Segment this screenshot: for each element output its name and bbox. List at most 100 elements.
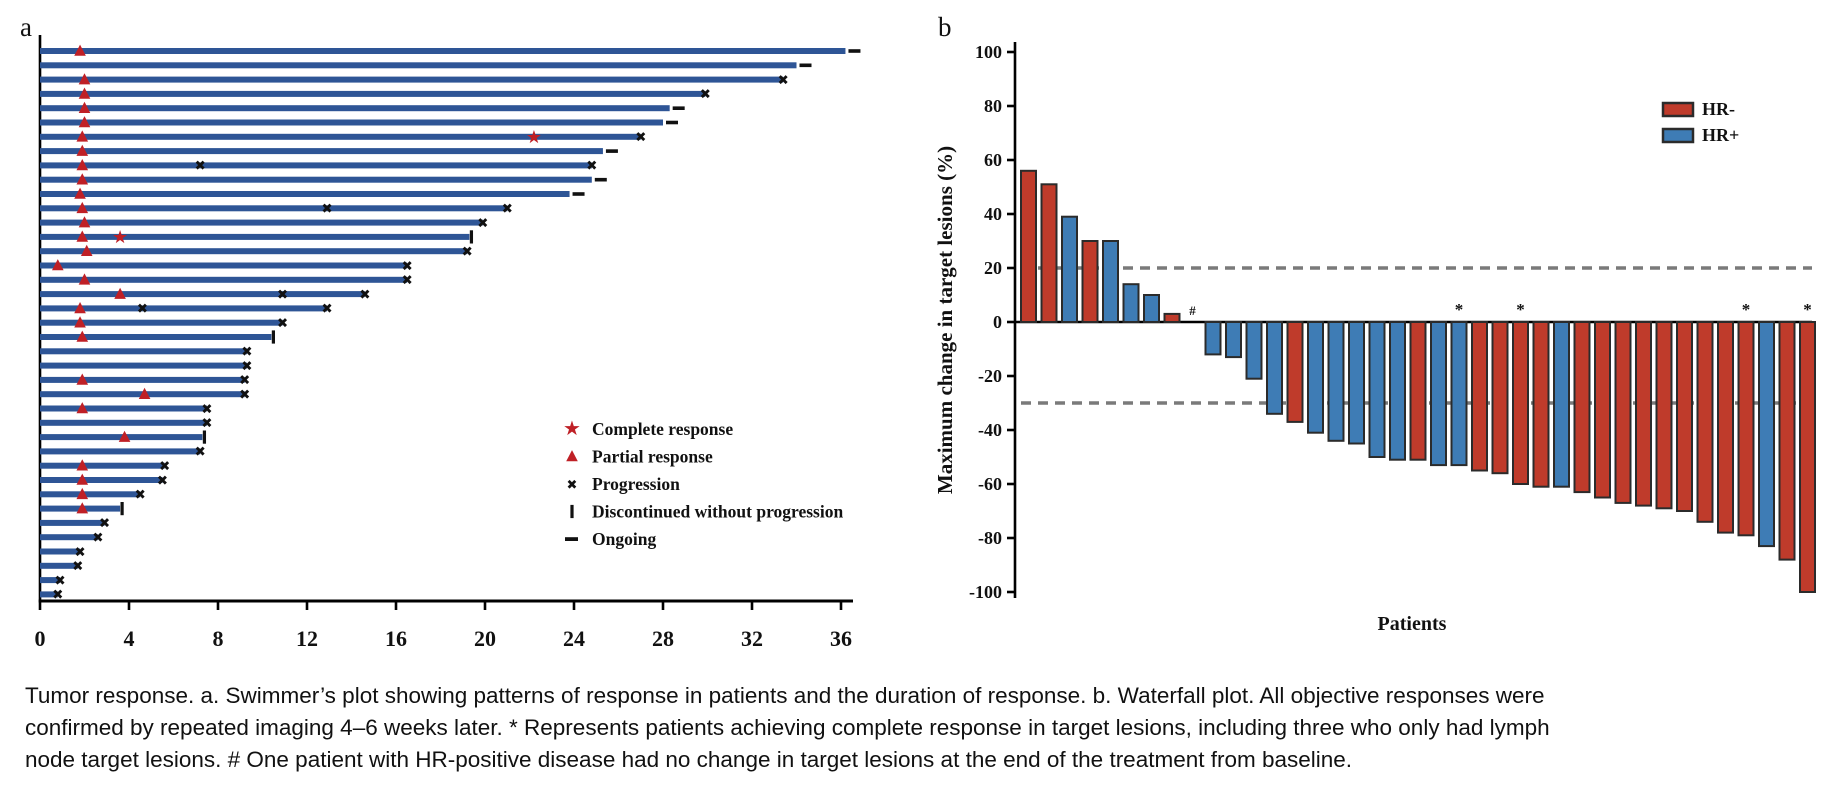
progression-x-marker: ✖ xyxy=(195,444,206,460)
swimmer-row: ✖ xyxy=(40,316,288,332)
swimmer-bar xyxy=(40,434,203,441)
legend-item-dash: Ongoing xyxy=(565,529,656,549)
progression-x-marker: ✖ xyxy=(277,316,288,332)
swimmer-row xyxy=(40,101,685,113)
waterfall-bar-hr-pos xyxy=(1348,321,1365,445)
swimmer-bar xyxy=(40,105,670,112)
swimmer-x-tick-label: 8 xyxy=(213,626,224,651)
swimmer-bar xyxy=(40,405,207,412)
legend-label: HR- xyxy=(1702,99,1735,119)
caption-line-2: confirmed by repeated imaging 4–6 weeks … xyxy=(25,715,1550,740)
progression-x-marker: ✖ xyxy=(201,416,212,432)
waterfall-bar-hr-neg xyxy=(1409,321,1427,461)
waterfall-bar-hr-pos xyxy=(1204,321,1222,356)
partial-response-triangle xyxy=(52,259,64,271)
progression-x-marker: ✖ xyxy=(159,459,170,475)
partial-response-triangle xyxy=(76,130,89,142)
legend-item-triangle: Partial response xyxy=(566,447,713,467)
waterfall-bar-hr-neg xyxy=(1778,321,1796,561)
partial-response-triangle xyxy=(74,302,86,314)
discontinued-marker xyxy=(469,230,474,244)
complete-response-asterisk: * xyxy=(1803,300,1812,319)
waterfall-y-tick-label: -60 xyxy=(978,474,1002,494)
progression-x-marker: ✖ xyxy=(401,273,412,289)
progression-x-marker: ✖ xyxy=(239,387,250,403)
legend-label: Ongoing xyxy=(592,529,656,549)
partial-response-triangle xyxy=(76,402,89,414)
swimmer-row: ✖ xyxy=(40,530,104,546)
swimmer-bar xyxy=(40,248,468,255)
swimmer-row xyxy=(40,330,275,344)
progression-x-marker: ✖ xyxy=(277,287,288,303)
progression-x-marker: ✖ xyxy=(99,516,110,532)
waterfall-y-tick-label: 0 xyxy=(993,312,1002,332)
tumor-response-charts: a 0 4 8 12 16 20 24 28 32 36 Time since first dose … xyxy=(20,12,1816,680)
swimmer-row: ✖ ✖ xyxy=(40,158,597,174)
partial-response-triangle xyxy=(78,116,91,128)
swimmer-row: ✖ xyxy=(40,573,66,589)
waterfall-bar-hr-neg xyxy=(1696,321,1714,523)
complete-response-star: ★ xyxy=(112,227,128,248)
partial-response-triangle xyxy=(74,44,86,56)
swimmer-bar xyxy=(40,448,201,455)
progression-x-marker: ✖ xyxy=(777,72,788,88)
swimmer-x-tick-label: 4 xyxy=(124,626,135,651)
swimmer-x-tick-label: 36 xyxy=(830,626,852,651)
swimmer-legend: ★ Complete response Partial response ✖ Progr… xyxy=(563,416,843,549)
complete-response-asterisk: * xyxy=(1516,300,1525,319)
swimmer-row: ✖ xyxy=(40,273,413,289)
partial-response-triangle xyxy=(76,173,89,185)
panel-b-label: b xyxy=(938,12,952,42)
progression-x-marker: ✖ xyxy=(477,215,488,231)
legend-swatch-hr- xyxy=(1661,101,1695,118)
swimmer-bar xyxy=(40,205,508,212)
swimmer-row: ✖ xyxy=(40,459,170,475)
swimmer-row: ✖ xyxy=(40,87,711,103)
progression-x-marker: ✖ xyxy=(635,130,646,146)
waterfall-bar-hr-neg xyxy=(1491,321,1509,475)
discontinued-marker xyxy=(570,504,574,519)
swimmer-row xyxy=(40,173,607,185)
waterfall-y-tick-label: 100 xyxy=(975,42,1002,62)
swimmer-x-tick-label: 24 xyxy=(563,626,585,651)
waterfall-bar-hr-pos xyxy=(1102,240,1119,323)
waterfall-bar-hr-neg xyxy=(1020,169,1037,323)
progression-x-marker: ✖ xyxy=(134,487,145,503)
waterfall-bar-hr-neg xyxy=(1737,321,1755,537)
partial-response-triangle xyxy=(76,159,89,171)
no-change-hash-annotation: # xyxy=(1189,303,1196,318)
progression-x-marker: ✖ xyxy=(52,587,63,603)
swimmer-x-tick-label: 0 xyxy=(35,626,46,651)
swimmer-row: ✖ xyxy=(40,416,213,432)
swimmer-row xyxy=(40,187,585,199)
swimmer-bar xyxy=(40,48,846,54)
waterfall-bar-hr-neg xyxy=(1532,321,1550,488)
progression-x-marker: ✖ xyxy=(201,401,212,417)
ongoing-dash-marker xyxy=(565,537,578,541)
waterfall-bar-hr-neg xyxy=(1512,321,1529,485)
partial-response-triangle xyxy=(80,244,93,256)
waterfall-bar-hr-neg xyxy=(1471,321,1488,472)
waterfall-bar-hr-neg xyxy=(1799,321,1816,593)
waterfall-bar-hr-neg xyxy=(1040,183,1058,323)
swimmer-bar xyxy=(40,334,272,340)
legend-label: Progression xyxy=(592,474,680,494)
progression-x-marker: ✖ xyxy=(74,544,85,560)
waterfall-bar-hr-pos xyxy=(1430,321,1447,467)
waterfall-bar-hr-neg xyxy=(1081,240,1099,323)
swimmer-x-tick-label: 12 xyxy=(296,626,318,651)
waterfall-plot-panel: b 100 80 60 40 20 0 -20 -40 -60 -80 -100 # * * * * Maximu… xyxy=(933,12,1816,635)
waterfall-bar-hr-neg xyxy=(1676,321,1693,512)
progression-x-marker: ✖ xyxy=(241,344,252,360)
swimmer-x-tick-label: 32 xyxy=(741,626,763,651)
swimmer-bar xyxy=(40,562,78,569)
partial-response-triangle xyxy=(76,230,89,242)
progression-x-marker: ✖ xyxy=(239,373,250,389)
waterfall-bar-hr-neg xyxy=(1635,321,1652,507)
swimmer-bar xyxy=(40,62,797,69)
swimmer-row xyxy=(40,44,861,56)
waterfall-bar-hr-neg xyxy=(1655,321,1673,510)
ongoing-dash-marker xyxy=(848,49,861,53)
waterfall-y-axis-title: Maximum change in target lesions (%) xyxy=(933,146,957,494)
progression-x-marker: ✖ xyxy=(567,478,578,493)
